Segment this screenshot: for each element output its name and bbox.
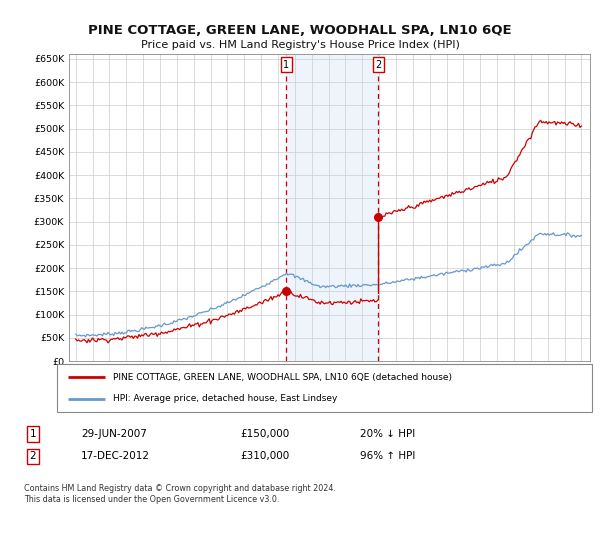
Text: 1: 1 xyxy=(283,60,289,70)
Text: PINE COTTAGE, GREEN LANE, WOODHALL SPA, LN10 6QE: PINE COTTAGE, GREEN LANE, WOODHALL SPA, … xyxy=(88,24,512,37)
Text: 17-DEC-2012: 17-DEC-2012 xyxy=(81,451,150,461)
Text: PINE COTTAGE, GREEN LANE, WOODHALL SPA, LN10 6QE (detached house): PINE COTTAGE, GREEN LANE, WOODHALL SPA, … xyxy=(113,373,452,382)
Text: HPI: Average price, detached house, East Lindsey: HPI: Average price, detached house, East… xyxy=(113,394,338,403)
Text: £150,000: £150,000 xyxy=(240,429,289,439)
Text: Price paid vs. HM Land Registry's House Price Index (HPI): Price paid vs. HM Land Registry's House … xyxy=(140,40,460,50)
Text: 2: 2 xyxy=(376,60,382,70)
Text: 29-JUN-2007: 29-JUN-2007 xyxy=(81,429,147,439)
Text: 1: 1 xyxy=(29,429,37,439)
Text: 96% ↑ HPI: 96% ↑ HPI xyxy=(360,451,415,461)
Text: 20% ↓ HPI: 20% ↓ HPI xyxy=(360,429,415,439)
Bar xyxy=(286,54,379,361)
Text: £310,000: £310,000 xyxy=(240,451,289,461)
Text: 2: 2 xyxy=(29,451,37,461)
Text: Contains HM Land Registry data © Crown copyright and database right 2024.
This d: Contains HM Land Registry data © Crown c… xyxy=(24,484,336,504)
FancyBboxPatch shape xyxy=(57,364,592,412)
